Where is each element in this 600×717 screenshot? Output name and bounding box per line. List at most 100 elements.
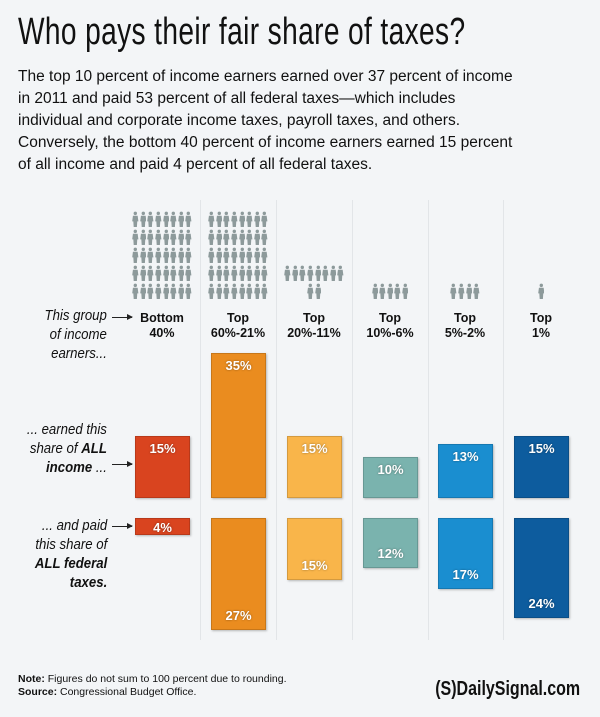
person-icon [139,229,147,246]
person-icon [231,211,238,228]
person-icon [261,211,268,228]
column-divider [276,200,277,640]
person-icon [185,265,192,282]
person-icon [155,265,162,282]
person-icon [132,283,139,300]
tax-bar-label: 4% [153,520,172,535]
person-icon [246,247,253,264]
source-text: Congressional Budget Office. [57,686,197,698]
person-icon [208,265,215,282]
person-icon [139,265,147,282]
arrow-icon [112,523,133,529]
column-label-line: 60%-21% [210,326,266,340]
note-text: Figures do not sum to 100 percent due to… [44,673,287,685]
person-icon [170,211,177,228]
person-icon [155,211,162,228]
row-label-bold: income [46,459,93,476]
row-label-line: This group [44,307,107,324]
column-label-line: 20%-11% [287,326,341,340]
row-label-group: This group of income earners... [45,306,107,363]
note-label: Note: [18,673,45,685]
person-icon [162,211,170,228]
column-label-line: Bottom [140,311,184,325]
person-icon [185,247,192,264]
column-label-line: Top [303,311,325,325]
person-icon [215,247,223,264]
person-icon [155,283,162,300]
column-label-line: 40% [149,326,175,340]
row-label-bold: ALL federal [34,555,107,572]
income-bar-label: 13% [452,449,479,465]
person-icon [379,283,386,300]
arrow-icon [112,314,133,320]
person-icon [132,229,139,246]
person-icon [231,283,238,300]
column-divider [428,200,429,640]
person-icon [261,283,268,300]
row-label-line: of income [49,326,107,343]
person-icon [208,247,215,264]
person-icon [223,283,230,300]
intro-line: in 2011 and paid 53 percent of all feder… [18,90,456,107]
column-label-line: Top [379,311,401,325]
income-bar-label: 10% [377,461,404,477]
column-label: Bottom 40% [124,311,200,341]
intro-line: of all income and paid 4 percent of all … [18,156,373,173]
person-icon [307,265,314,282]
person-icon [231,265,238,282]
person-icon [177,247,185,264]
person-icon [253,211,261,228]
column-label: Top 1% [503,311,579,341]
person-icon [147,247,154,264]
person-icon [177,211,185,228]
tax-bar-label: 17% [452,566,479,582]
column-divider [200,200,201,640]
arrow-icon [112,461,133,467]
income-bar [211,352,266,498]
person-icon [132,211,139,228]
person-icon [185,211,192,228]
people-group [206,204,270,300]
page-title: Who pays their fair share of taxes? [18,11,466,53]
intro-text: The top 10 percent of income earners ear… [18,66,513,176]
intro-line: individual and corporate income taxes, p… [18,112,460,129]
row-label-line: ... and paid [41,517,107,534]
intro-line: The top 10 percent of income earners ear… [18,68,513,85]
people-group [282,204,346,300]
column-label-line: 1% [531,326,551,340]
row-label-income: ... earned this share of ALL income ... [27,420,107,477]
person-icon [162,229,170,246]
person-icon [139,247,147,264]
person-icon [337,265,344,282]
person-icon [307,283,314,300]
person-icon [132,247,139,264]
person-icon [223,211,230,228]
column-label: Top 20%-11% [276,311,352,341]
person-icon [162,265,170,282]
person-icon [394,283,401,300]
person-icon [465,283,473,300]
column-label-line: Top [454,311,476,325]
row-label-line: this share of [35,536,107,553]
person-icon [208,283,215,300]
person-icon [162,283,170,300]
tax-bar-label: 12% [377,545,404,561]
person-icon [246,211,253,228]
income-bar-label: 15% [149,440,176,456]
person-icon [261,229,268,246]
tax-bar [363,518,418,568]
person-icon [284,265,291,282]
person-icon [223,229,230,246]
row-label-line: ... [92,459,107,476]
person-icon [473,283,480,300]
person-icon [215,283,223,300]
person-icon [208,229,215,246]
person-icon [132,265,139,282]
person-icon [147,211,154,228]
intro-line: Conversely, the bottom 40 percent of inc… [18,134,513,151]
tax-bar [438,518,493,589]
person-icon [450,283,457,300]
person-icon [253,229,261,246]
income-bar [287,435,342,498]
person-icon [458,283,465,300]
